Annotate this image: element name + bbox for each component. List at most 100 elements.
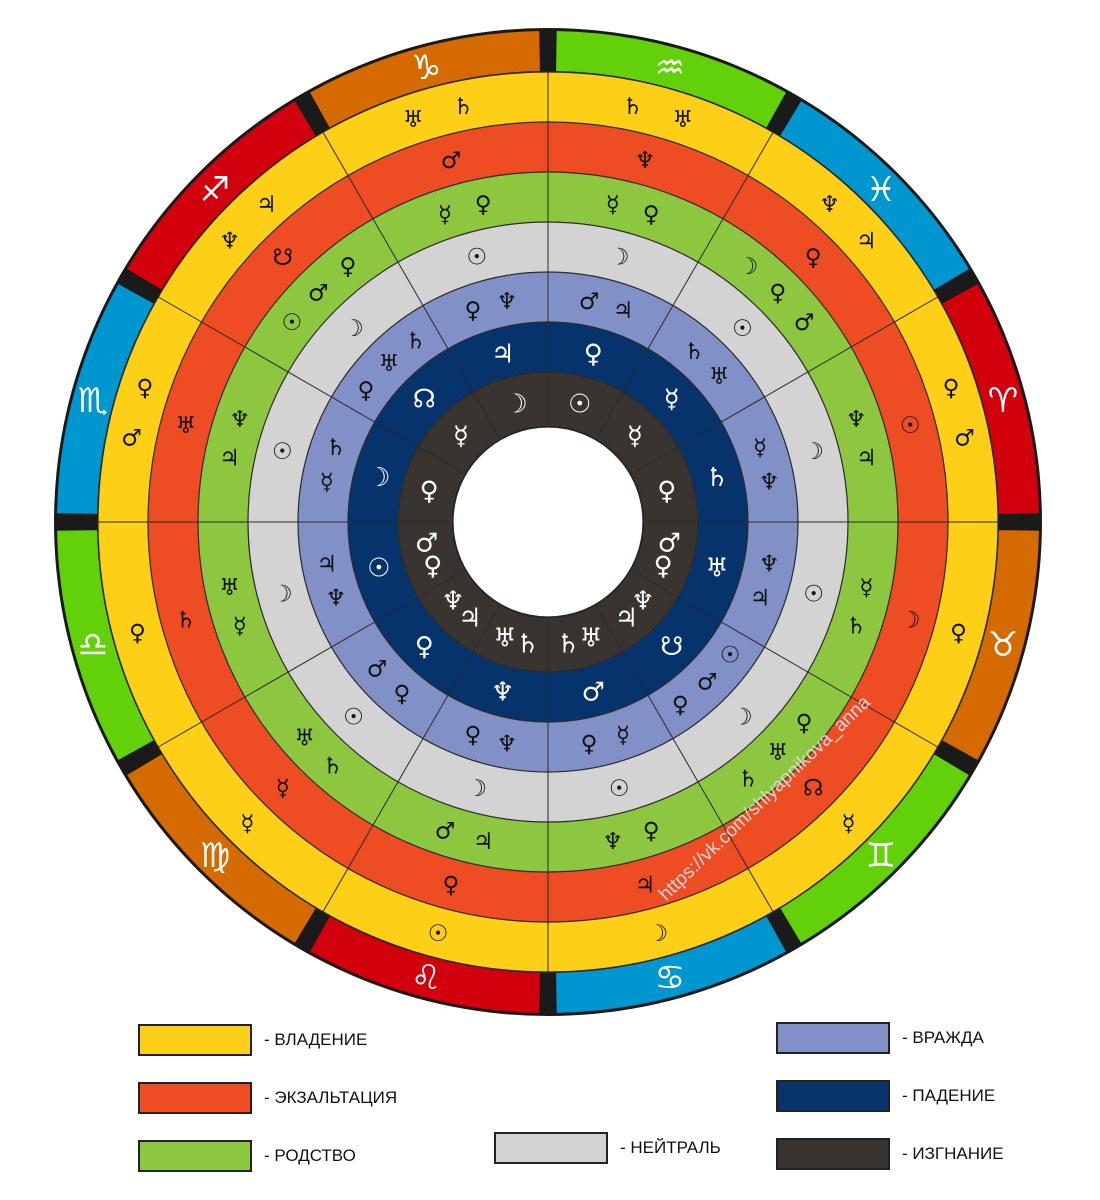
- planet-icon: ☿︎: [616, 722, 630, 748]
- planet-icon: ♃︎: [613, 298, 634, 324]
- legend-swatch-domicile: [138, 1024, 252, 1056]
- planet-icon: ♀︎: [464, 722, 481, 748]
- planet-icon: ☽︎: [648, 921, 669, 947]
- planet-icon: ♀︎: [950, 620, 967, 646]
- sector-divider: [322, 132, 501, 440]
- ring-cell-neutral: [248, 372, 332, 522]
- ring-cell-domicile: [548, 72, 773, 176]
- ring-cell-exaltation: [548, 825, 748, 922]
- ring-cell-enmity: [721, 522, 798, 647]
- planet-icon: ☉︎: [568, 390, 591, 420]
- ring-cell-fall: [374, 348, 473, 447]
- legend-label-neutral: - НЕЙТРАЛЬ: [620, 1138, 721, 1157]
- legend-swatch-enmity: [776, 1022, 890, 1054]
- planet-icon: ♀︎: [393, 681, 410, 707]
- planet-icon: ☽︎: [609, 245, 630, 271]
- ring-cell-enmity: [648, 622, 765, 739]
- planet-icon: ☊︎: [803, 775, 823, 801]
- planet-icon: ♆︎: [819, 192, 840, 218]
- zodiac-sign-icon: ♐︎: [200, 170, 230, 210]
- sector-divider: [630, 296, 938, 475]
- planet-icon: ☽︎: [505, 390, 528, 420]
- planet-icon: ☿︎: [233, 613, 247, 639]
- planet-icon: ☉︎: [367, 554, 390, 584]
- ring-cell-kinship: [244, 672, 398, 826]
- zodiac-sign-icon: ♑︎: [411, 48, 441, 88]
- legend-item-enmity: - ВРАЖДА: [776, 1020, 984, 1056]
- zodiac-sign-icon: ♓︎: [866, 170, 896, 210]
- planet-icon: ♂︎: [121, 426, 142, 452]
- planet-icon: ☉︎: [732, 316, 753, 342]
- planet-icon: ♅︎: [579, 624, 602, 654]
- planet-icon: ♀︎: [672, 692, 689, 718]
- legend-item-kinship: - РОДСТВО: [138, 1138, 356, 1174]
- legend-label-kinship: - РОДСТВО: [264, 1146, 356, 1165]
- ring-cell-kinship: [198, 522, 289, 697]
- planet-icon: ☉︎: [467, 245, 488, 271]
- ring-cell-domicile: [748, 722, 938, 912]
- sign-sector-6: ♋︎☽︎♃︎♆︎ ♀︎☉︎♀︎ ☿︎♂︎♄︎ ♅︎: [548, 605, 789, 1015]
- ring-cell-exaltation: [148, 522, 245, 722]
- planet-icon: ☿︎: [664, 385, 680, 415]
- ring-cell-exile: [398, 522, 465, 597]
- legend-swatch-exile: [776, 1138, 890, 1170]
- ring-boundary: [397, 371, 699, 673]
- sign-sector-11: ♒︎♅︎♄︎♆︎♀︎☿︎☽︎♃︎♂︎♀︎☉︎: [548, 29, 789, 439]
- planet-icon: ☽︎: [272, 581, 293, 607]
- legend-label-domicile: - ВЛАДЕНИЕ: [264, 1030, 368, 1049]
- ring-cell-domicile: [548, 868, 773, 972]
- planet-icon: ♀︎: [584, 339, 603, 369]
- planet-icon: ♄︎: [453, 94, 474, 120]
- ring-cell-exaltation: [348, 825, 548, 922]
- planet-icon: ♀︎: [464, 298, 481, 324]
- planet-icon: ☽︎: [732, 705, 753, 731]
- planet-icon: ♃︎: [473, 829, 494, 855]
- legend-label-fall: - ПАДЕНИЕ: [902, 1086, 996, 1105]
- ring-cell-kinship: [807, 347, 898, 522]
- ring-boundary: [297, 271, 799, 773]
- planet-icon: ♄︎: [322, 754, 343, 780]
- legend-swatch-exaltation: [138, 1082, 252, 1114]
- planet-icon: ♅︎: [294, 726, 315, 752]
- planet-icon: ♆︎: [229, 407, 250, 433]
- ring-cell-neutral: [288, 262, 423, 397]
- ring-cell-exaltation: [723, 697, 895, 869]
- zodiac-sign-icon: ♍︎: [200, 836, 230, 876]
- planet-icon: ☉︎: [900, 413, 921, 439]
- ring-cell-exile: [473, 605, 548, 672]
- ring-cell-enmity: [423, 695, 548, 772]
- ring-boundary: [197, 171, 899, 873]
- planet-icon: ♄︎: [705, 463, 728, 493]
- zodiac-sign-icon: ♊︎: [866, 836, 896, 876]
- legend-item-fall: - ПАДЕНИЕ: [776, 1078, 995, 1114]
- planet-icon: ☽︎: [803, 439, 824, 465]
- ring-cell-exile: [418, 392, 500, 474]
- ring-cell-exile: [473, 372, 548, 439]
- ring-cell-exile: [548, 372, 623, 439]
- planet-icon: ☉︎: [803, 581, 824, 607]
- planet-icon: ♃︎: [856, 229, 877, 255]
- zodiac-sign-icon: ♒︎: [655, 48, 685, 88]
- ring-cell-kinship: [244, 218, 398, 372]
- planet-icon: ♅︎: [403, 107, 424, 133]
- planet-icon: ☽︎: [738, 254, 759, 280]
- ring-cell-exaltation: [851, 322, 948, 522]
- planet-icon: ♀︎: [137, 375, 154, 401]
- ring-cell-neutral: [764, 522, 848, 672]
- planet-icon: ♄︎: [846, 613, 867, 639]
- zodiac-sign-icon: ♎︎: [78, 625, 108, 665]
- ring-cell-neutral: [673, 262, 808, 397]
- planet-icon: ♃︎: [316, 551, 337, 577]
- zodiac-sign-icon: ♋︎: [655, 958, 685, 998]
- ring-cell-domicile: [323, 72, 548, 176]
- sector-divider: [158, 296, 466, 475]
- sector-divider: [322, 604, 501, 912]
- ring-cell-exile: [596, 570, 678, 652]
- ring-cell-exaltation: [201, 175, 373, 347]
- ring-cell-neutral: [398, 738, 548, 822]
- legend-item-exile: - ИЗГНАНИЕ: [776, 1136, 1004, 1172]
- planet-icon: ♀︎: [358, 378, 375, 404]
- sign-sector-3: ♎︎ ♀︎ ♄︎♅︎☿︎☽︎♃︎♆︎☉︎♂︎♀︎: [55, 522, 465, 763]
- planet-icon: ♅︎: [175, 413, 196, 439]
- ring-cell-enmity: [331, 622, 448, 739]
